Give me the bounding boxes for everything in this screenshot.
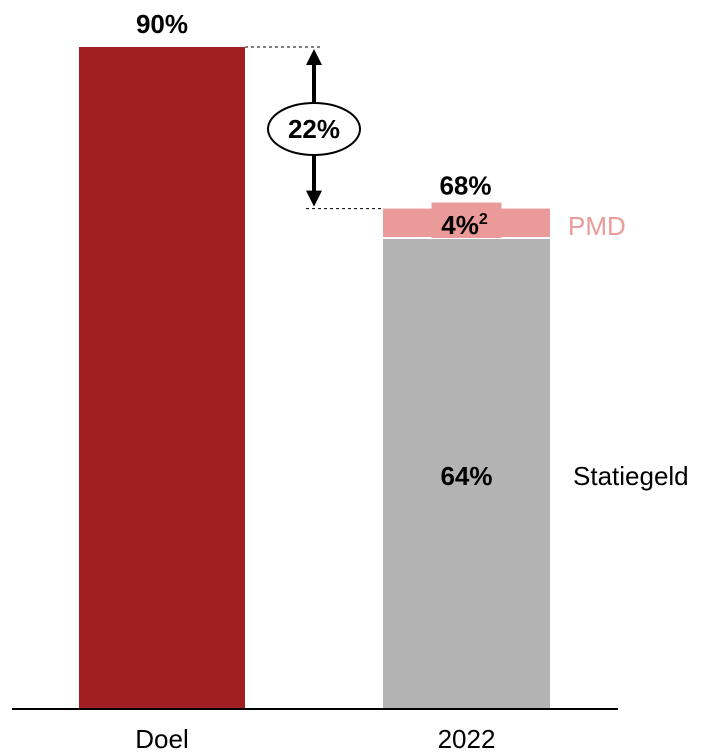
gap-label-ellipse bbox=[267, 102, 361, 156]
gap-label: 22% bbox=[288, 114, 340, 144]
pmd-label-background bbox=[431, 202, 502, 238]
total-label-doel: 90% bbox=[136, 9, 188, 39]
value-label-pmd-text: 4% bbox=[441, 210, 479, 240]
gap-arrow-head-down bbox=[306, 190, 322, 207]
value-label-statiegeld: 64% bbox=[440, 461, 492, 491]
gap-arrow-head-up bbox=[306, 49, 322, 65]
category-label-doel: Doel bbox=[135, 724, 188, 752]
bar-2022-statiegeld bbox=[383, 237, 550, 708]
total-label-2022: 68% bbox=[439, 171, 491, 201]
series-label-statiegeld: Statiegeld bbox=[573, 461, 689, 491]
footnote-marker: 2 bbox=[479, 211, 488, 228]
series-label-pmd: PMD bbox=[568, 211, 626, 241]
bar-doel bbox=[79, 47, 245, 708]
value-label-pmd: 4%2 bbox=[441, 210, 488, 240]
category-label-2022: 2022 bbox=[438, 724, 496, 752]
